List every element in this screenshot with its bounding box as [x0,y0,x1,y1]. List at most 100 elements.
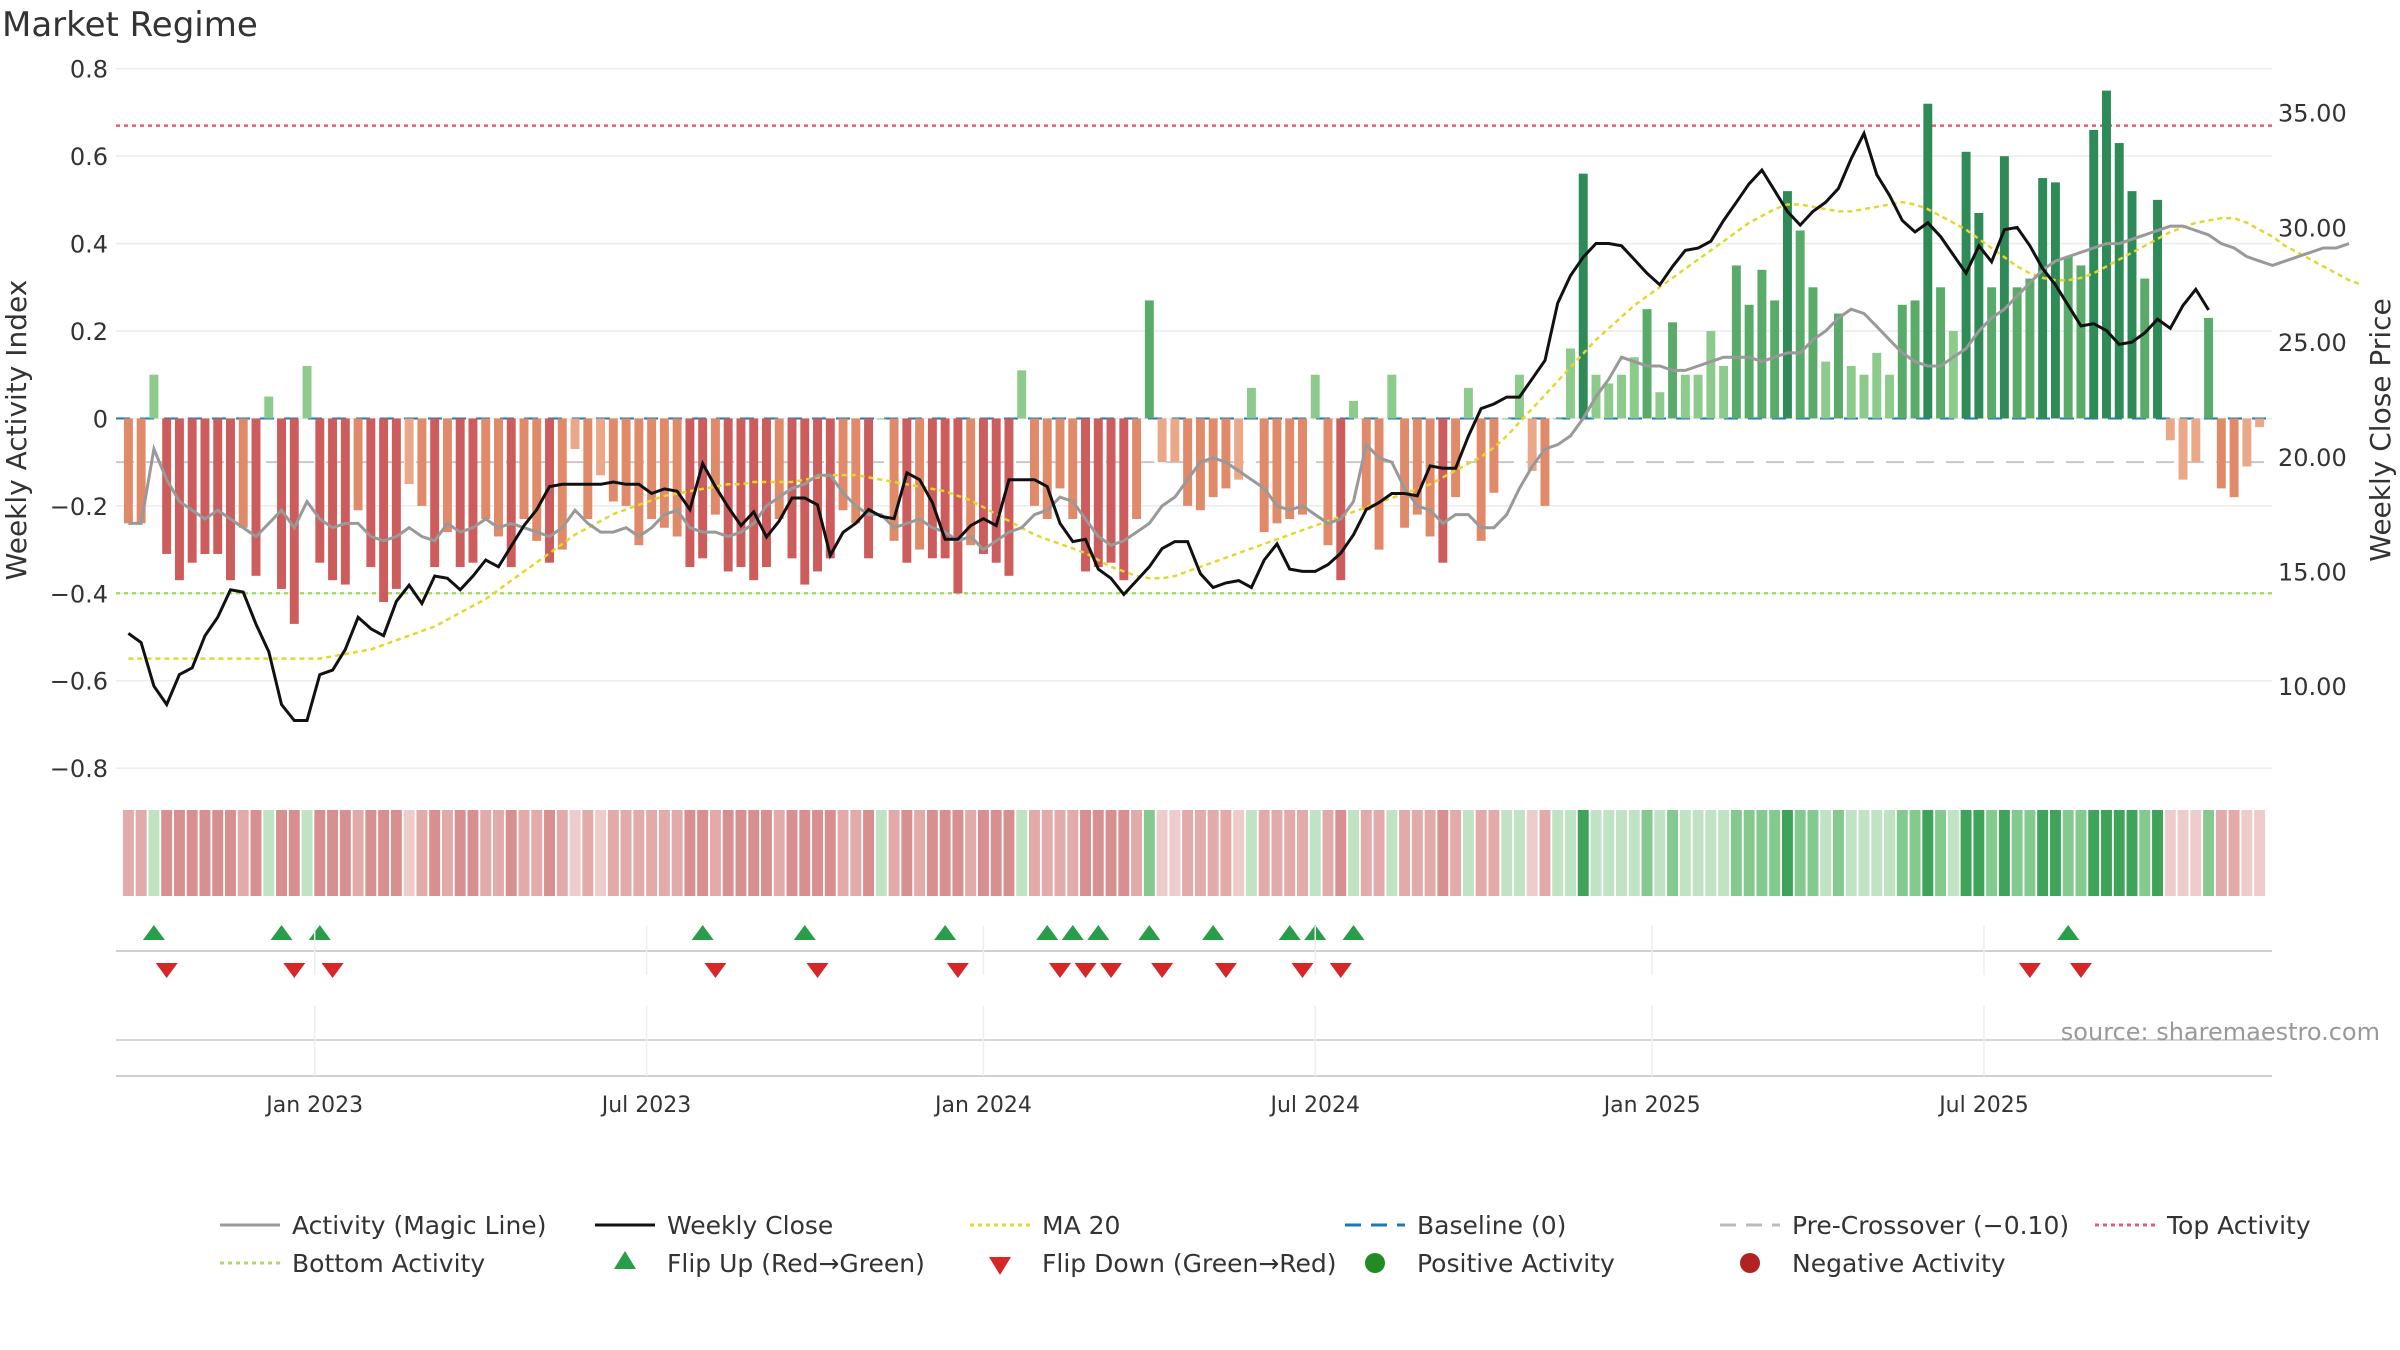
activity-bar [455,418,465,568]
regime-cell [1986,810,1998,896]
activity-bar [430,418,440,568]
activity-bar [1361,418,1371,511]
regime-cell [429,810,441,896]
regime-strip [122,810,2266,896]
activity-bar [1834,313,1843,419]
flip-up-marker [308,925,331,940]
activity-bar [813,418,822,572]
legend-label: Activity (Magic Line) [292,1211,546,1240]
regime-cell [1309,810,1321,896]
activity-bar [749,418,759,581]
activity-bar [1298,418,1307,515]
regime-cell [1322,810,1334,896]
regime-cell [773,810,785,896]
regime-cell [1475,810,1487,896]
activity-bar [1872,352,1882,419]
regime-cell [1258,810,1270,896]
regime-cell [1935,810,1947,896]
regime-cell [1462,810,1474,896]
activity-bar [596,418,606,476]
regime-cell [403,810,415,896]
regime-cell [1743,810,1755,896]
flip-up-marker [1138,925,1161,940]
activity-bar [366,418,376,568]
activity-bar [1910,300,1920,419]
regime-cell [1577,810,1589,896]
activity-bar [519,418,529,519]
activity-bar [2204,317,2214,419]
regime-cell [1909,810,1921,896]
regime-cell [2164,810,2176,896]
flip-down-marker [946,963,969,978]
regime-cell [2177,810,2189,896]
regime-cell [1603,810,1615,896]
regime-cell [761,810,772,896]
legend-label: Flip Up (Red→Green) [667,1249,925,1278]
activity-bar [1272,418,1282,524]
activity-bar [494,418,503,537]
regime-cell [1705,810,1717,896]
regime-cell [531,810,543,896]
activity-bar [1183,418,1193,506]
regime-cell [2215,810,2227,896]
activity-bar [2127,191,2137,419]
activity-bar [915,418,925,550]
activity-bar [1093,418,1103,568]
activity-bar [978,418,988,554]
x-tick-label: Jan 2024 [933,1093,1032,1118]
regime-cell [1143,810,1155,896]
regime-cell [977,810,989,896]
regime-cell [722,810,734,896]
activity-bar [1042,418,1052,519]
activity-bar [685,418,695,568]
activity-bar [1081,418,1090,572]
regime-cell [1245,810,1257,896]
activity-bar [1030,418,1039,506]
activity-bar [2191,418,2201,463]
activity-bar [136,418,146,524]
activity-bar [162,418,172,554]
axes: 0.8 0.6 0.4 0.2 0 −0.2 −0.4 −0.6 −0.8 35.00 30.00 2… [50,56,2347,783]
regime-cell [263,810,275,896]
activity-bar [1629,357,1639,419]
activity-bar [800,418,810,585]
regime-cell [467,810,479,896]
regime-cell [1105,810,1117,896]
regime-cell [2203,810,2215,896]
legend-label: Top Activity [2166,1211,2311,1240]
regime-cell [812,810,823,896]
regime-cell [365,810,377,896]
regime-cell [799,810,811,896]
y-tick-label-left: −0.6 [50,668,108,696]
activity-bar [289,418,299,624]
regime-cell [493,810,504,896]
y-tick-label-right: 10.00 [2278,673,2347,701]
flip-down-marker [1074,963,1097,978]
regime-cell [441,810,453,896]
regime-cell [914,810,926,896]
regime-cell [225,810,236,896]
legend: Activity (Magic Line) Weekly Close MA 20 Ba… [220,1211,2311,1278]
activity-bar [1693,374,1703,419]
activity-bar [736,418,746,568]
regime-cell [1922,810,1934,896]
activity-bar [723,418,733,572]
activity-bar [672,418,682,537]
regime-cell [454,810,466,896]
activity-bar [991,418,1001,563]
activity-bar [1349,400,1358,419]
x-tick-label: Jul 2024 [1268,1093,1360,1118]
regime-cell [1450,810,1462,896]
activity-bar [1132,418,1142,519]
regime-cell [875,810,887,896]
regime-cell [2228,810,2240,896]
regime-cell [1411,810,1423,896]
legend-triangle-up-icon [614,1251,636,1269]
x-axis: Jan 2023 Jul 2023 Jan 2024 Jul 2024 Jan 2025… [116,926,2272,1118]
x-tick-label: Jul 2023 [600,1093,692,1118]
activity-bar [659,418,669,528]
activity-bar [2140,278,2150,419]
activity-bar [1961,151,1971,419]
regime-cell [1373,810,1385,896]
activity-bar [583,418,593,519]
